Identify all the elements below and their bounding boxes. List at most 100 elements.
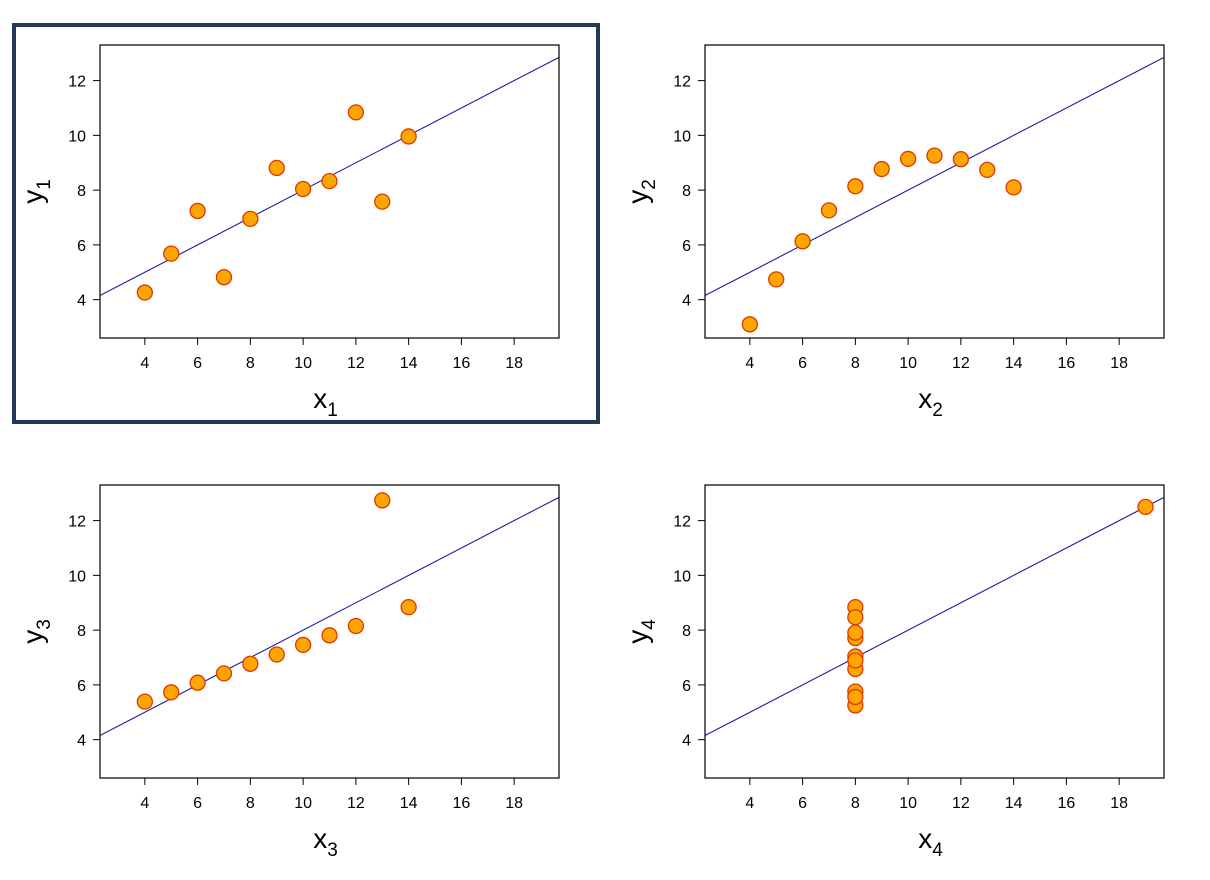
data-point xyxy=(268,646,285,663)
y-tick-label: 8 xyxy=(682,183,691,200)
y-axis-label: y1 xyxy=(17,179,55,204)
data-point xyxy=(374,492,391,509)
y-tick-label: 10 xyxy=(673,568,691,585)
y-axis-label: y2 xyxy=(622,179,660,204)
data-point xyxy=(400,598,417,616)
data-point xyxy=(820,202,838,219)
x-axis-label: x3 xyxy=(313,823,338,861)
data-point xyxy=(847,178,864,195)
y-axis-label: y3 xyxy=(17,619,55,644)
x-tick-label: 14 xyxy=(400,355,418,372)
x-tick-label: 10 xyxy=(294,795,312,812)
data-point xyxy=(979,161,996,179)
regression-line xyxy=(705,496,1164,737)
data-point xyxy=(1005,179,1022,196)
data-point xyxy=(347,104,365,121)
data-point xyxy=(926,147,943,164)
y-tick-label: 4 xyxy=(682,733,691,750)
y-axis-label: y4 xyxy=(622,619,660,644)
data-point xyxy=(1137,498,1154,516)
data-point xyxy=(136,693,153,710)
data-point xyxy=(899,150,917,168)
y-tick-label: 6 xyxy=(77,678,86,695)
x-tick-label: 6 xyxy=(193,795,202,812)
x-tick-label: 16 xyxy=(1057,355,1075,372)
y-tick-label: 12 xyxy=(673,514,691,531)
scatter-panel-4: 4 6 8 10 12 14 16 18 4 6 8 10 12 x4 y4 xyxy=(622,484,1165,861)
x-tick-label: 8 xyxy=(246,795,255,812)
x-tick-label: 16 xyxy=(452,355,470,372)
x-tick-label: 4 xyxy=(140,795,149,812)
y-tick-label: 8 xyxy=(77,623,86,640)
data-point xyxy=(794,233,811,250)
data-point xyxy=(242,655,259,672)
data-point xyxy=(163,245,180,262)
y-tick-label: 4 xyxy=(682,293,691,310)
y-tick-label: 6 xyxy=(682,678,691,695)
data-point xyxy=(847,624,864,641)
y-tick-label: 10 xyxy=(68,568,86,585)
data-point xyxy=(294,180,312,198)
x-tick-label: 10 xyxy=(294,355,312,372)
data-point xyxy=(847,688,864,706)
y-tick-label: 6 xyxy=(682,238,691,255)
x-tick-label: 6 xyxy=(798,355,807,372)
x-tick-label: 8 xyxy=(851,355,860,372)
x-tick-label: 6 xyxy=(798,795,807,812)
y-tick-label: 12 xyxy=(68,74,86,91)
x-tick-label: 18 xyxy=(505,355,523,372)
x-tick-label: 16 xyxy=(452,795,470,812)
x-tick-label: 6 xyxy=(193,355,202,372)
data-point xyxy=(189,202,206,220)
data-point xyxy=(215,665,233,682)
plot-frame xyxy=(99,44,560,339)
y-tick-label: 4 xyxy=(77,293,86,310)
x-tick-label: 18 xyxy=(1110,355,1128,372)
x-tick-label: 12 xyxy=(347,355,365,372)
plot-frame xyxy=(704,44,1165,339)
data-point xyxy=(136,284,153,301)
data-point xyxy=(163,684,180,701)
x-tick-label: 12 xyxy=(347,795,365,812)
data-point xyxy=(768,271,785,288)
y-tick-label: 12 xyxy=(68,514,86,531)
x-tick-label: 12 xyxy=(952,355,970,372)
x-tick-label: 10 xyxy=(899,355,917,372)
x-tick-label: 16 xyxy=(1057,795,1075,812)
x-tick-label: 4 xyxy=(745,355,754,372)
data-point xyxy=(741,316,758,333)
y-tick-label: 10 xyxy=(68,128,86,145)
data-point xyxy=(374,193,391,210)
x-tick-label: 4 xyxy=(140,355,149,372)
x-tick-label: 18 xyxy=(505,795,523,812)
highlight-frame xyxy=(12,23,600,424)
scatter-panel-2: 4 6 8 10 12 14 16 18 4 6 8 10 12 x2 y2 xyxy=(622,44,1165,421)
x-tick-label: 10 xyxy=(899,795,917,812)
data-point xyxy=(321,627,338,644)
x-axis-label: x1 xyxy=(313,383,338,421)
x-tick-label: 14 xyxy=(1005,795,1023,812)
x-axis-label: x4 xyxy=(918,823,943,861)
data-point xyxy=(268,159,285,177)
regression-line xyxy=(705,56,1164,297)
data-point xyxy=(873,160,890,178)
data-point xyxy=(189,674,206,691)
data-point xyxy=(215,269,233,286)
data-point xyxy=(321,172,338,190)
data-point xyxy=(847,609,864,626)
data-point xyxy=(294,636,312,654)
plot-frame xyxy=(704,484,1165,779)
data-point xyxy=(347,617,365,635)
data-point xyxy=(952,151,970,168)
y-tick-label: 6 xyxy=(77,238,86,255)
x-tick-label: 14 xyxy=(1005,355,1023,372)
data-point xyxy=(400,128,417,145)
plot-frame xyxy=(99,484,560,779)
scatter-panel-1: 4 6 8 10 12 14 16 18 4 6 8 10 12 x1 y1 xyxy=(12,23,600,424)
y-tick-label: 8 xyxy=(682,623,691,640)
x-tick-label: 8 xyxy=(851,795,860,812)
data-point xyxy=(242,210,259,228)
y-tick-label: 10 xyxy=(673,128,691,145)
